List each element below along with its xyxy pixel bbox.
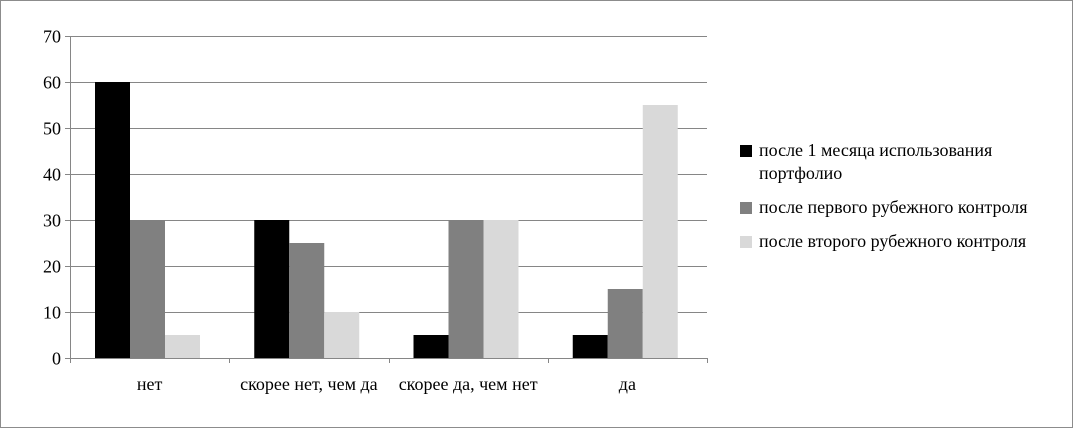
bar-2-4	[607, 289, 643, 358]
legend: после 1 месяца использования портфолио п…	[738, 139, 1068, 264]
y-tick-label-30: 30	[43, 211, 61, 231]
legend-label-series-3: после второго рубежного контроля	[759, 231, 1027, 251]
legend-swatch-series-1	[740, 145, 752, 157]
bar-1-2	[254, 220, 290, 358]
bar-2-2	[289, 243, 325, 358]
bar-3-4	[642, 105, 678, 358]
bar-1-1	[95, 82, 130, 358]
y-tick-label-0: 0	[52, 349, 61, 369]
x-category-label-3: скорее да, чем нет	[399, 374, 538, 394]
legend-item-series-1: после 1 месяца использования портфолио	[738, 139, 1068, 185]
y-tick-label-40: 40	[43, 165, 61, 185]
bar-3-2	[324, 312, 360, 358]
x-category-label-2: скорее нет, чем да	[240, 374, 378, 394]
bar-1-4	[572, 335, 608, 358]
y-tick-label-10: 10	[43, 303, 61, 323]
y-tick-label-70: 70	[43, 27, 61, 47]
legend-swatch-series-2	[740, 202, 752, 214]
bar-2-3	[448, 220, 484, 358]
axes	[65, 36, 708, 363]
legend-swatch-series-3	[740, 236, 752, 248]
legend-item-series-3: после второго рубежного контроля	[738, 230, 1068, 253]
gridlines	[70, 36, 707, 313]
y-tick-label-20: 20	[43, 257, 61, 277]
bar-1-3	[413, 335, 449, 358]
bars	[95, 82, 678, 358]
x-category-label-4: да	[619, 374, 636, 394]
bar-3-1	[165, 335, 200, 358]
y-tick-label-60: 60	[43, 73, 61, 93]
legend-label-series-2: после первого рубежного контроля	[759, 197, 1028, 217]
axis-labels: 0 10 20 30 40 50 60 70 нет скорее нет, чем да скор…	[43, 27, 636, 395]
y-tick-label-50: 50	[43, 119, 61, 139]
bar-2-1	[130, 220, 165, 358]
x-category-label-1: нет	[137, 374, 163, 394]
legend-label-series-1: после 1 месяца использования портфолио	[759, 140, 993, 183]
legend-item-series-2: после первого рубежного контроля	[738, 196, 1068, 219]
bar-3-3	[483, 220, 519, 358]
